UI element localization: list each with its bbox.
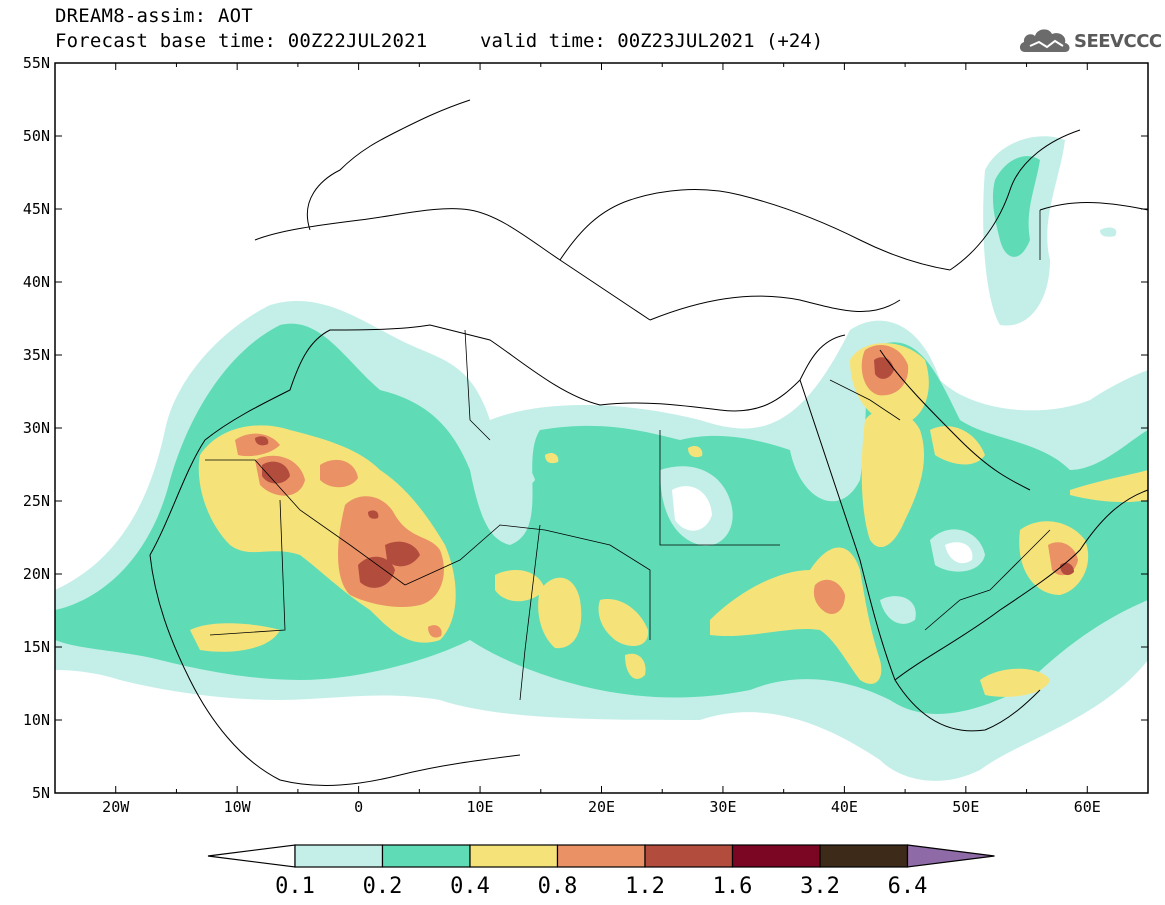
cloud-icon: [1019, 29, 1070, 52]
lat-label: 10N: [23, 711, 50, 729]
colorbar-label: 3.2: [800, 874, 840, 899]
lon-label: 0: [354, 798, 363, 816]
aot-clear-spots: [672, 486, 973, 564]
colorbar-swatch: [819, 844, 909, 868]
colorbar-label: 0.2: [363, 874, 403, 899]
colorbar-label: 0.8: [538, 874, 578, 899]
lat-label: 40N: [23, 273, 50, 291]
colorbar-label: 6.4: [888, 874, 928, 899]
colorbar-swatch: [294, 844, 384, 868]
aot-level-1-2: [255, 357, 1074, 588]
lat-label: 35N: [23, 346, 50, 364]
colorbar-swatch: [731, 844, 821, 868]
colorbar-label: 1.6: [713, 874, 753, 899]
lat-label: 30N: [23, 419, 50, 437]
lat-label: 50N: [23, 127, 50, 145]
borders: [205, 210, 1051, 701]
map-title: DREAM8-assim: AOT: [55, 5, 253, 27]
lon-label: 20E: [588, 798, 615, 816]
lat-label: 25N: [23, 492, 50, 510]
lat-label: 55N: [23, 54, 50, 72]
colorbar-under-arrow: [207, 844, 296, 868]
forecast-base-time: Forecast base time: 00Z22JUL2021: [55, 30, 428, 52]
lon-label: 50E: [952, 798, 979, 816]
colorbar-swatch: [381, 844, 471, 868]
lon-label: 10E: [467, 798, 494, 816]
longitude-labels: 20W 10W 0 10E 20E 30E 40E 50E 60E: [102, 798, 1101, 816]
lon-label: 10W: [224, 798, 252, 816]
lon-label: 60E: [1074, 798, 1101, 816]
coastlines: [149, 99, 1148, 786]
lat-label: 15N: [23, 638, 50, 656]
colorbar-label: 0.4: [450, 874, 490, 899]
axis-ticks: [54, 62, 1149, 794]
lon-label: 40E: [831, 798, 858, 816]
colorbar: 0.1 0.2 0.4 0.8 1.2 1.6 3.2 6.4: [207, 844, 995, 899]
colorbar-over-arrow: [906, 844, 995, 868]
colorbar-swatch: [469, 844, 559, 868]
seevccc-logo: SEEVCCC: [1017, 22, 1162, 62]
lat-label: 45N: [23, 200, 50, 218]
lon-label: 30E: [709, 798, 736, 816]
valid-time: valid time: 00Z23JUL2021 (+24): [480, 30, 824, 52]
logo-text: SEEVCCC: [1074, 31, 1162, 52]
colorbar-swatch: [556, 844, 646, 868]
lon-label: 20W: [102, 798, 130, 816]
colorbar-label: 1.2: [625, 874, 665, 899]
colorbar-swatch: [644, 844, 734, 868]
aot-field: [55, 63, 1148, 793]
lat-label: 5N: [32, 784, 50, 802]
lat-label: 20N: [23, 565, 50, 583]
colorbar-label: 0.1: [275, 874, 315, 899]
latitude-labels: 5N 10N 15N 20N 25N 30N 35N 40N 45N 50N 55N: [23, 54, 50, 802]
